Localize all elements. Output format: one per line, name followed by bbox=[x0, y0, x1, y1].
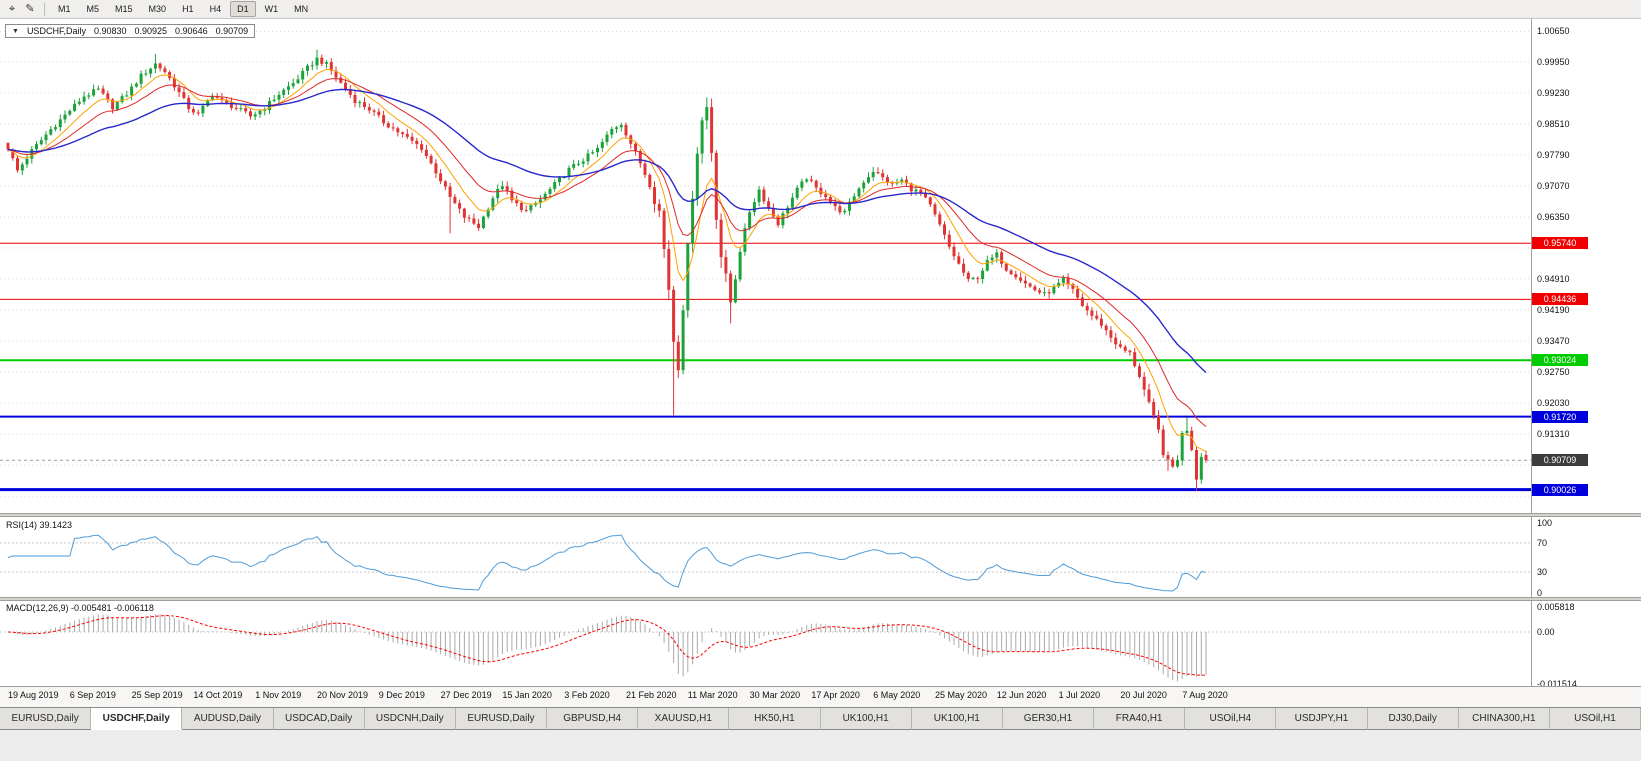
timeframe-button-mn[interactable]: MN bbox=[294, 4, 309, 14]
chart-tab-9-uk100-h1[interactable]: UK100,H1 bbox=[820, 708, 912, 730]
chart-tab-4-usdcnh-daily[interactable]: USDCNH,Daily bbox=[364, 708, 456, 730]
chart-tab-8-hk50-h1[interactable]: HK50,H1 bbox=[729, 708, 821, 730]
macd-axis-tick: 0.00 bbox=[1537, 627, 1555, 637]
time-axis-label: 11 Mar 2020 bbox=[687, 690, 738, 700]
macd-axis-tick: 0.005818 bbox=[1537, 602, 1575, 612]
chart-tab-16-china300-h1[interactable]: CHINA300,H1 bbox=[1458, 708, 1550, 730]
chart-tab-0-eurusd-daily[interactable]: EURUSD,Daily bbox=[0, 708, 92, 730]
timeframe-button-h4[interactable]: H4 bbox=[209, 4, 222, 14]
time-axis-label: 25 Sep 2019 bbox=[131, 690, 183, 700]
time-axis-label: 6 May 2020 bbox=[873, 690, 921, 700]
price-axis-separator bbox=[1531, 19, 1532, 686]
chart-tab-7-xauusd-h1[interactable]: XAUUSD,H1 bbox=[638, 708, 730, 730]
timeframe-button-m5[interactable]: M5 bbox=[86, 4, 100, 14]
pencil-icon[interactable]: ✎ bbox=[25, 2, 35, 15]
price-axis-tick: 0.94910 bbox=[1537, 274, 1570, 284]
price-axis-tick: 0.92030 bbox=[1537, 398, 1570, 409]
bar-close-value: 0.90709 bbox=[215, 26, 249, 36]
time-axis-label: 27 Dec 2019 bbox=[440, 690, 492, 700]
price-axis-tick: 0.94190 bbox=[1537, 305, 1570, 316]
panel-splitter[interactable] bbox=[0, 513, 1641, 517]
symbol-info-box[interactable]: ▼ USDCHF,Daily 0.90830 0.90925 0.90646 0… bbox=[5, 24, 256, 38]
macd-indicator-label: MACD(12,26,9) -0.005481 -0.006118 bbox=[6, 603, 154, 613]
price-level-badge: 0.94436 bbox=[1532, 293, 1588, 306]
time-axis-label: 1 Nov 2019 bbox=[255, 690, 302, 700]
price-level-badge: 0.95740 bbox=[1532, 237, 1588, 250]
chart-tab-12-fra40-h1[interactable]: FRA40,H1 bbox=[1094, 708, 1186, 730]
bar-low-value: 0.90646 bbox=[175, 26, 208, 36]
bar-high-value: 0.90925 bbox=[134, 26, 168, 36]
time-axis-label: 20 Jul 2020 bbox=[1120, 690, 1167, 700]
time-axis-label: 9 Dec 2019 bbox=[378, 690, 425, 700]
symbol-name: USDCHF,Daily bbox=[26, 26, 86, 36]
timeframe-button-d1[interactable]: D1 bbox=[230, 1, 256, 17]
macd-axis-tick: -0.011514 bbox=[1537, 679, 1577, 689]
price-axis-tick: 0.93470 bbox=[1537, 336, 1570, 347]
price-axis-tick: 0.98510 bbox=[1537, 118, 1570, 129]
chart-tab-6-gbpusd-h4[interactable]: GBPUSD,H4 bbox=[547, 708, 639, 730]
price-axis-tick: 0.91310 bbox=[1537, 429, 1570, 440]
time-axis-label: 3 Feb 2020 bbox=[564, 690, 610, 700]
price-axis-tick: 0.97790 bbox=[1537, 149, 1570, 160]
time-axis-label: 12 Jun 2020 bbox=[996, 690, 1047, 700]
timeframe-button-h1[interactable]: H1 bbox=[182, 4, 194, 14]
price-axis-tick: 0.99230 bbox=[1537, 87, 1570, 98]
chart-tab-3-usdcad-daily[interactable]: USDCAD,Daily bbox=[273, 708, 365, 730]
chart-tab-13-usoil-h4[interactable]: USOil,H4 bbox=[1185, 708, 1277, 730]
time-axis-label: 7 Aug 2020 bbox=[1182, 690, 1228, 700]
bar-open-value: 0.90830 bbox=[93, 26, 127, 36]
current-price-badge: 0.90709 bbox=[1532, 454, 1588, 467]
time-axis-label: 14 Oct 2019 bbox=[193, 690, 243, 700]
chevron-down-icon[interactable]: ▼ bbox=[12, 27, 19, 35]
price-axis-tick: 1.00650 bbox=[1537, 26, 1570, 37]
timeframe-button-m1[interactable]: M1 bbox=[58, 4, 71, 14]
rsi-axis-tick: 30 bbox=[1537, 567, 1548, 578]
rsi-indicator-label: RSI(14) 39.1423 bbox=[6, 520, 73, 530]
time-axis[interactable]: 19 Aug 2019 6 Sep 2019 25 Sep 2019 14 Oct 2… bbox=[0, 686, 1641, 707]
time-axis-label: 20 Nov 2019 bbox=[317, 690, 369, 700]
timeframe-button-m15[interactable]: M15 bbox=[115, 4, 133, 14]
chart-tab-15-dj30-daily[interactable]: DJ30,Daily bbox=[1367, 708, 1459, 730]
chart-tab-bar: EURUSD,Daily USDCHF,Daily AUDUSD,Daily USDC… bbox=[0, 707, 1641, 761]
time-axis-label: 17 Apr 2020 bbox=[811, 690, 860, 700]
time-axis-label: 21 Feb 2020 bbox=[626, 690, 677, 700]
time-axis-label: 1 Jul 2020 bbox=[1058, 690, 1101, 700]
chart-tab-17-usoil-h1[interactable]: USOil,H1 bbox=[1549, 708, 1641, 730]
chart-tab-10-uk100-h1[interactable]: UK100,H1 bbox=[911, 708, 1003, 730]
price-axis-tick: 0.97070 bbox=[1537, 180, 1570, 191]
toolbar-divider bbox=[44, 2, 45, 16]
chart-tab-1-usdchf-daily[interactable]: USDCHF,Daily bbox=[91, 708, 183, 730]
price-axis-tick: 0.92750 bbox=[1537, 367, 1570, 378]
chart-tab-2-audusd-daily[interactable]: AUDUSD,Daily bbox=[182, 708, 274, 730]
rsi-axis-tick: 70 bbox=[1537, 537, 1548, 548]
panel-splitter[interactable] bbox=[0, 597, 1641, 601]
chart-tab-5-eurusd-daily[interactable]: EURUSD,Daily bbox=[455, 708, 548, 730]
price-axis-tick: 0.99950 bbox=[1537, 56, 1570, 67]
time-axis-label: 25 May 2020 bbox=[935, 690, 988, 700]
price-level-badge: 0.90026 bbox=[1532, 483, 1588, 496]
chart-tab-11-ger30-h1[interactable]: GER30,H1 bbox=[1002, 708, 1095, 730]
crosshair-icon[interactable]: ⌖ bbox=[8, 2, 16, 15]
time-axis-label: 6 Sep 2019 bbox=[69, 690, 116, 700]
time-axis-label: 30 Mar 2020 bbox=[749, 690, 801, 700]
price-axis-tick: 0.96350 bbox=[1537, 211, 1570, 222]
rsi-axis-tick: 100 bbox=[1537, 518, 1553, 528]
rsi-axis-tick: 0 bbox=[1537, 587, 1543, 598]
timeframe-button-w1[interactable]: W1 bbox=[264, 4, 279, 14]
timeframe-button-m30[interactable]: M30 bbox=[148, 4, 167, 14]
chart-tab-14-usdjpy-h1[interactable]: USDJPY,H1 bbox=[1276, 708, 1368, 730]
timeframe-button-group: M1 M5 M15 M30 H1 H4 D1 W1 MN bbox=[51, 1, 315, 17]
price-level-badge: 0.93024 bbox=[1532, 354, 1588, 367]
time-axis-label: 19 Aug 2019 bbox=[8, 690, 59, 700]
toolbar: ⌖ ✎ M1 M5 M15 M30 H1 H4 D1 W1 MN bbox=[0, 0, 1641, 19]
time-axis-label: 15 Jan 2020 bbox=[502, 690, 552, 700]
price-level-badge: 0.91720 bbox=[1532, 410, 1588, 423]
